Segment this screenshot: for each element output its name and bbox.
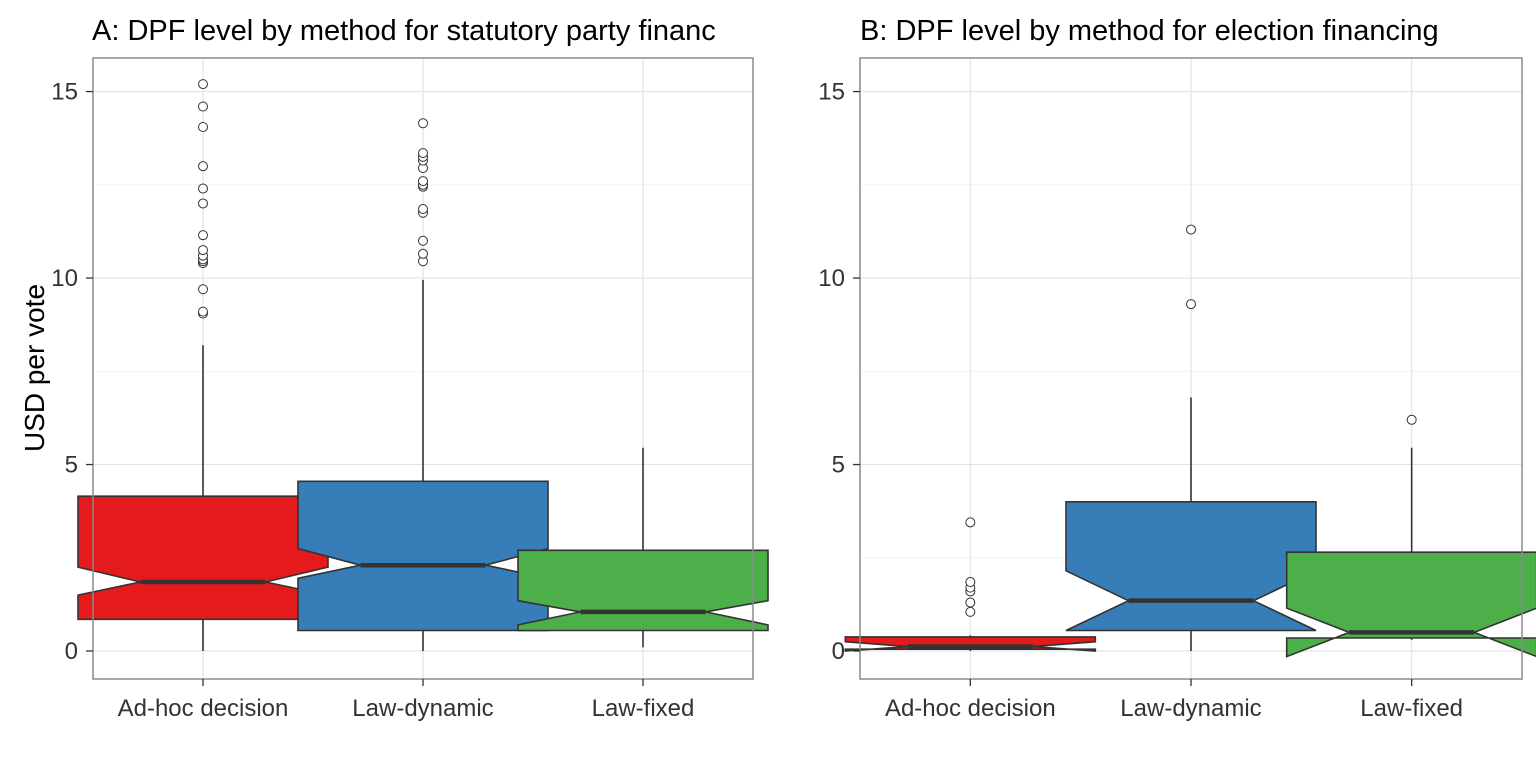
outlier-point [1406, 414, 1417, 425]
x-tick-label: Law-dynamic [1120, 695, 1261, 722]
outlier-point [418, 118, 428, 129]
x-tick-label: Law-fixed [1360, 695, 1463, 722]
y-tick-label: 5 [65, 452, 78, 479]
panel-b: 0 5 10 15 Ad-hoc decision Law-dynamic Law-fixe… [818, 15, 1536, 722]
panel-a-title: A: DPF level by method for statutory par… [92, 15, 716, 47]
outlier-point [198, 284, 208, 295]
y-tick-label: 0 [832, 638, 845, 665]
y-tick-label: 0 [65, 638, 78, 665]
box-law-fixed [517, 447, 769, 648]
box-body [297, 480, 549, 632]
box-law-fixed [1285, 414, 1536, 658]
box-law-dynamic [1065, 224, 1317, 652]
box-ad-hoc-decision [77, 79, 329, 652]
outlier-point [965, 577, 976, 588]
outlier-point [1186, 299, 1196, 310]
y-tick-label: 10 [51, 265, 78, 292]
x-tick-label: Law-dynamic [352, 695, 493, 722]
outlier-point [418, 235, 428, 246]
outlier-point [198, 101, 208, 112]
outlier-point [965, 517, 976, 528]
x-tick-label: Ad-hoc decision [885, 695, 1056, 722]
outlier-point [1186, 224, 1196, 235]
outlier-point [198, 198, 208, 209]
outlier-point [198, 79, 208, 90]
outlier-point [418, 148, 428, 159]
box-body [517, 549, 769, 632]
outlier-point [418, 176, 428, 187]
box-body [77, 495, 329, 621]
outlier-point [965, 597, 976, 608]
box-ad-hoc-decision [844, 517, 1097, 652]
outlier-point [198, 161, 208, 172]
y-tick-label: 10 [818, 265, 845, 292]
outlier-point [198, 183, 208, 194]
y-tick-label: 15 [51, 79, 78, 106]
box-body [1065, 500, 1317, 632]
outlier-point [198, 245, 208, 256]
panel-a: 0 5 10 15 Ad-hoc decision Law-dynamic Law-fixe… [51, 15, 769, 722]
outlier-point [418, 248, 428, 259]
x-tick-label: Law-fixed [592, 695, 695, 722]
x-tick-label: Ad-hoc decision [118, 695, 289, 722]
outlier-point [198, 306, 208, 317]
outlier-point [198, 122, 208, 132]
y-tick-label: 5 [832, 452, 845, 479]
outlier-point [418, 204, 428, 215]
panel-b-title: B: DPF level by method for election fina… [860, 15, 1439, 47]
y-tick-label: 15 [818, 79, 845, 106]
box-body [844, 636, 1097, 652]
y-axis-title: USD per vote [19, 284, 50, 452]
outlier-point [198, 230, 208, 241]
outlier-point [965, 606, 976, 617]
